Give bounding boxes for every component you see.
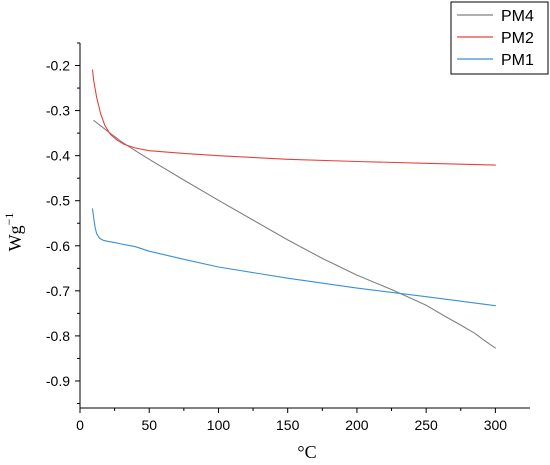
y-tick-label: -0.9 — [46, 373, 70, 389]
series-layer — [91, 69, 496, 349]
y-axis-title-superscript: −1 — [2, 213, 16, 226]
x-axis: 0 50 100 150 200 250 300 — [76, 408, 507, 433]
x-tick-label: 150 — [276, 417, 300, 433]
x-tick-label: 50 — [141, 417, 157, 433]
y-tick-label: -0.8 — [46, 328, 70, 344]
series-line-pm4 — [93, 119, 496, 349]
y-tick-label: -0.5 — [46, 193, 70, 209]
x-tick-label: 300 — [484, 417, 508, 433]
series-line-pm1 — [91, 208, 496, 307]
y-tick-label: -0.6 — [46, 238, 70, 254]
legend-label-pm4: PM4 — [501, 8, 534, 25]
x-tick-label: 100 — [207, 417, 231, 433]
legend-label-pm1: PM1 — [501, 52, 534, 69]
x-axis-title: °C — [297, 442, 316, 462]
series-line-pm2 — [91, 69, 496, 166]
y-axis-title-main: Wg — [5, 225, 25, 251]
y-axis: -0.2 -0.3 -0.4 -0.5 -0.6 -0.7 -0.8 -0.9 — [46, 42, 80, 404]
y-tick-label: -0.4 — [46, 148, 70, 164]
x-tick-label: 200 — [345, 417, 369, 433]
plot-area — [79, 43, 530, 409]
legend-label-pm2: PM2 — [501, 30, 534, 47]
x-tick-label: 250 — [414, 417, 438, 433]
y-tick-label: -0.7 — [46, 283, 70, 299]
y-axis-title: Wg−1 — [2, 213, 25, 252]
legend: PM4 PM2 PM1 — [450, 1, 549, 75]
legend-box — [450, 1, 549, 75]
y-tick-label: -0.2 — [46, 58, 70, 74]
y-tick-label: -0.3 — [46, 103, 70, 119]
x-tick-label: 0 — [76, 417, 84, 433]
